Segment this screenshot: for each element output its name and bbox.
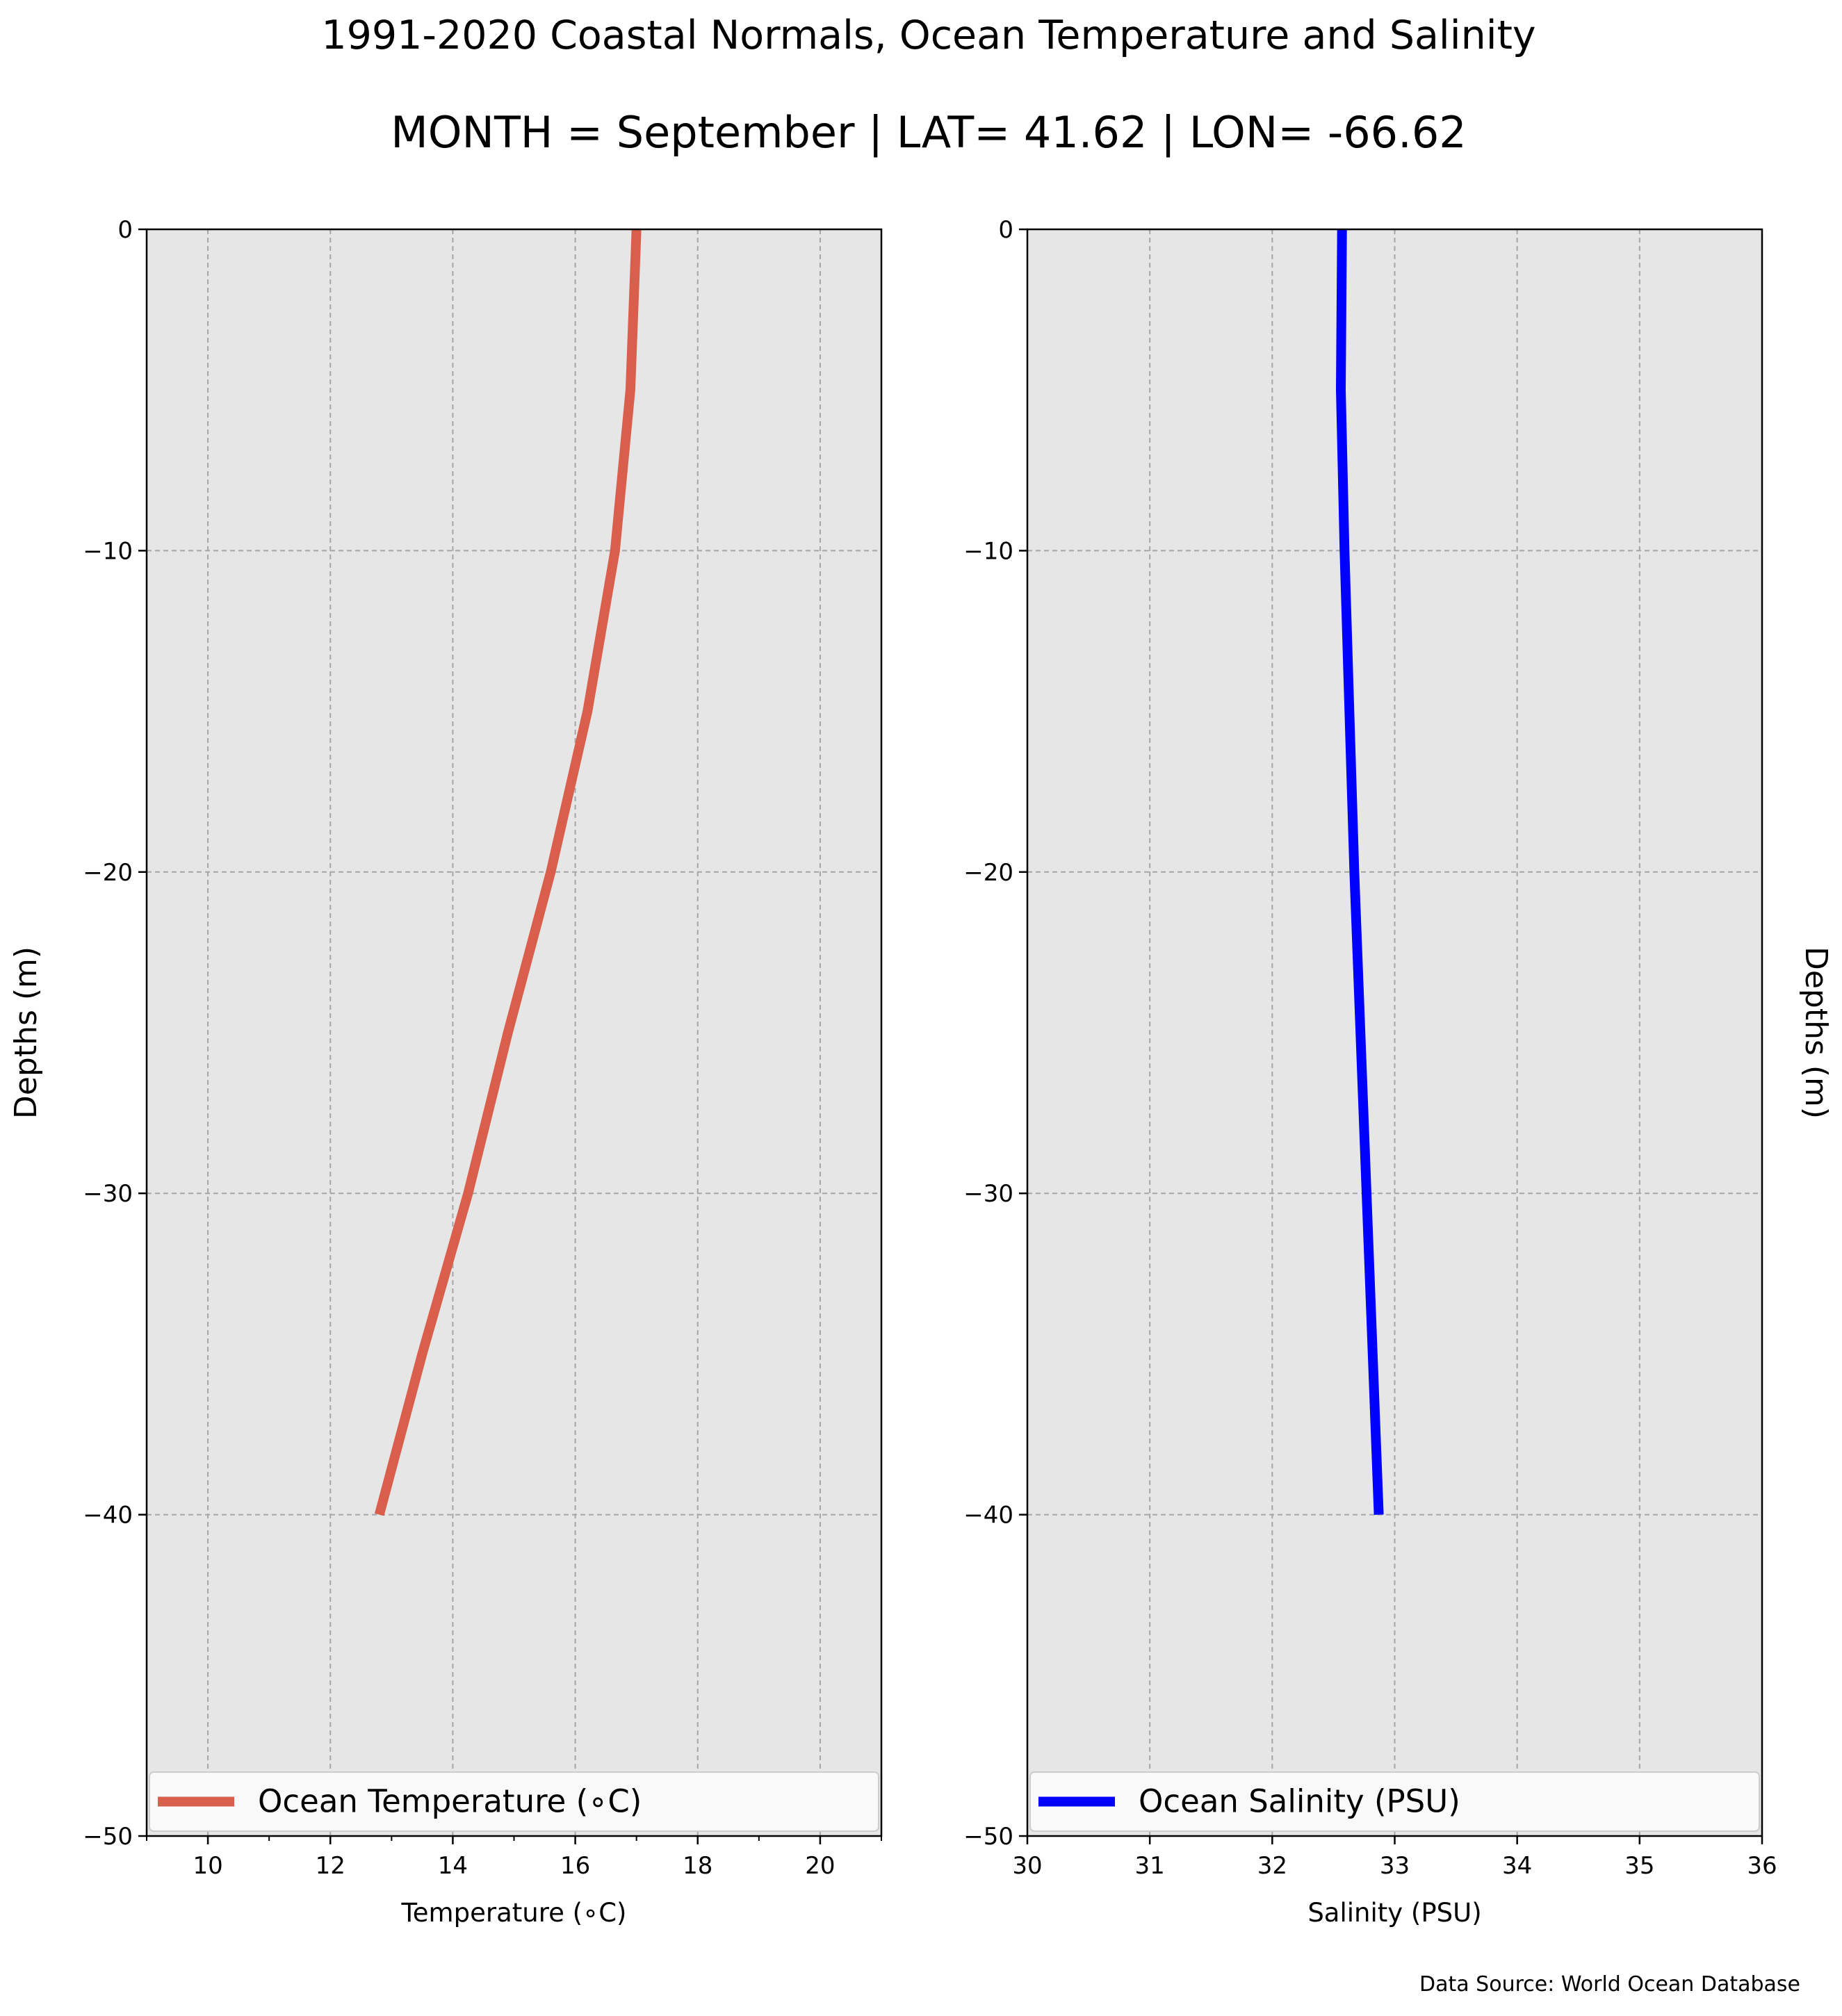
y-tick-label: −30 — [963, 1180, 1013, 1208]
x-tick-label: 35 — [1624, 1852, 1654, 1880]
x-axis-label: Temperature (∘C) — [400, 1898, 626, 1928]
chart-subtitle: MONTH = September | LAT= 41.62 | LON= -6… — [391, 107, 1466, 158]
x-axis-label: Salinity (PSU) — [1307, 1898, 1481, 1928]
y-tick-label: −10 — [83, 537, 133, 565]
x-tick-label: 33 — [1380, 1852, 1410, 1880]
x-tick-label: 34 — [1502, 1852, 1532, 1880]
x-tick-label: 20 — [805, 1852, 835, 1880]
x-tick-label: 10 — [193, 1852, 222, 1880]
legend-label: Ocean Salinity (PSU) — [1139, 1783, 1460, 1820]
y-axis-label: Depths (m) — [8, 946, 44, 1119]
legend-box — [1029, 1771, 1760, 1832]
series-line — [1336, 229, 1384, 1515]
y-tick-label: −50 — [963, 1823, 1013, 1851]
y-axis-label: Depths (m) — [1798, 946, 1834, 1119]
x-tick-label: 30 — [1012, 1852, 1042, 1880]
x-tick-label: 36 — [1747, 1852, 1777, 1880]
plot-area — [147, 229, 881, 1836]
series-line — [374, 229, 642, 1516]
y-tick-label: −20 — [83, 859, 133, 887]
x-tick-label: 32 — [1257, 1852, 1287, 1880]
x-tick-label: 14 — [438, 1852, 468, 1880]
y-tick-label: −40 — [83, 1502, 133, 1530]
y-tick-label: 0 — [117, 216, 133, 244]
x-tick-label: 16 — [560, 1852, 590, 1880]
legend-label: Ocean Temperature (∘C) — [258, 1783, 642, 1820]
x-tick-label: 18 — [683, 1852, 712, 1880]
chart-title: 1991-2020 Coastal Normals, Ocean Tempera… — [321, 13, 1535, 58]
y-tick-label: −50 — [83, 1823, 133, 1851]
y-tick-label: −40 — [963, 1502, 1013, 1530]
x-tick-label: 12 — [316, 1852, 345, 1880]
y-tick-label: −20 — [963, 859, 1013, 887]
y-tick-label: −30 — [83, 1180, 133, 1208]
legend-box — [149, 1771, 879, 1832]
y-tick-label: −10 — [963, 537, 1013, 565]
x-tick-label: 31 — [1135, 1852, 1165, 1880]
y-tick-label: 0 — [998, 216, 1013, 244]
data-source-note: Data Source: World Ocean Database — [1419, 1972, 1800, 1997]
temperature-panel: 0 −10 −20 −30 −40 −50 10 12 14 16 18 20 Temperature … — [8, 216, 883, 1928]
